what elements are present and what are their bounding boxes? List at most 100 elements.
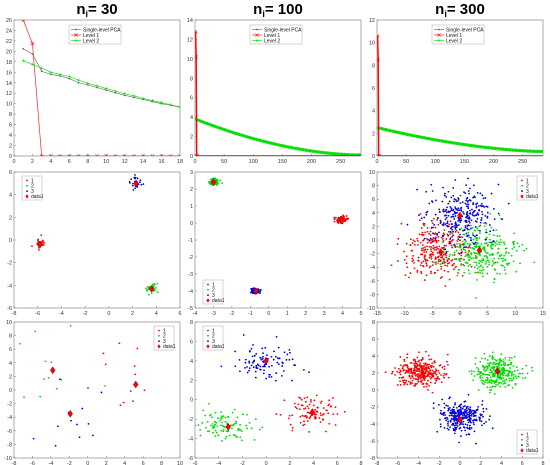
scatter-point	[319, 421, 322, 423]
scatter-point	[441, 238, 444, 240]
scatter-point	[488, 380, 491, 383]
scatter-point	[478, 373, 480, 376]
scatter-point	[443, 244, 446, 247]
scatter-point	[460, 207, 462, 210]
scatter-point	[491, 260, 494, 262]
scatter-point	[143, 389, 146, 392]
scatter-point	[504, 362, 507, 365]
scatter-point	[467, 265, 470, 267]
scatter-point	[416, 373, 419, 376]
scatter-point	[404, 379, 406, 382]
scatter-point	[425, 213, 428, 216]
scatter-point	[425, 262, 428, 265]
scatter-point	[435, 239, 438, 242]
scatter-point	[399, 369, 402, 372]
scatter-point	[272, 358, 275, 361]
scatter-point	[463, 258, 465, 261]
y-tick-label: 0	[9, 154, 12, 160]
scatter-point	[480, 420, 483, 423]
scatter-point	[454, 179, 457, 181]
series-point	[123, 92, 127, 96]
centroid-marker	[457, 415, 463, 424]
series-point	[122, 154, 127, 156]
scatter-point	[475, 205, 478, 208]
y-tick-label: 0	[190, 221, 193, 227]
scatter-point	[424, 258, 426, 261]
scatter-point	[426, 259, 429, 262]
y-tick-label: 4	[9, 193, 12, 199]
scatter-point	[508, 379, 511, 382]
scatter-point	[145, 289, 148, 291]
legend-label: Level 2	[264, 38, 280, 44]
scatter-point	[400, 222, 403, 225]
legend-label: 1	[526, 432, 529, 438]
y-tick-label: 0	[9, 388, 12, 394]
scatter-point	[303, 420, 305, 423]
scatter-point	[154, 286, 157, 289]
scatter-point	[492, 240, 495, 242]
scatter-point	[402, 369, 405, 372]
scatter-point	[431, 190, 434, 192]
scatter-point	[466, 234, 469, 237]
scatter-point	[513, 370, 516, 372]
scatter-point	[254, 376, 257, 379]
scatter-point	[318, 417, 321, 419]
scatter-point	[462, 405, 465, 408]
scatter-point	[495, 381, 498, 383]
scatter-point	[81, 407, 84, 410]
scatter-point	[465, 216, 468, 219]
scatter-point	[425, 383, 428, 385]
scatter-point	[478, 266, 480, 268]
series-point	[49, 73, 52, 76]
scatter-point	[468, 411, 470, 414]
scatter-point	[343, 218, 345, 220]
x-tick-label: 2	[479, 461, 482, 465]
scatter-point	[420, 359, 423, 362]
scatter-point	[471, 226, 474, 229]
scatter-point	[417, 376, 420, 378]
scatter-point	[274, 379, 277, 382]
scatter-point	[470, 427, 473, 429]
scatter-point	[431, 264, 434, 267]
scatter-point	[461, 416, 464, 419]
scatter-point	[478, 418, 481, 420]
scatter-point	[503, 266, 506, 269]
scatter-point	[42, 244, 45, 246]
scatter-point	[333, 216, 336, 219]
y-tick-label: 24	[6, 28, 12, 34]
y-tick-label: 8	[190, 76, 193, 82]
plot-area	[207, 177, 350, 295]
scatter-point	[472, 234, 474, 236]
scatter-point	[414, 364, 417, 367]
scatter-point	[475, 442, 477, 445]
x-tick-label: -5	[430, 311, 435, 317]
scatter-point	[426, 248, 429, 251]
scatter-point	[443, 260, 445, 262]
scatter-point	[445, 208, 448, 211]
scatter-point	[447, 190, 450, 193]
scatter-point	[489, 213, 491, 215]
column-title-2: ni= 100	[253, 1, 303, 19]
scatter-point	[472, 412, 475, 415]
scatter-point	[456, 414, 459, 417]
legend-box	[68, 24, 122, 45]
scatter-point	[493, 234, 495, 237]
scatter-point	[451, 228, 454, 231]
scatter-point	[479, 192, 482, 195]
scatter-point	[491, 427, 494, 430]
scatter-point	[475, 296, 477, 299]
scatter-point	[263, 369, 265, 372]
x-tick-label: 250	[518, 159, 527, 165]
scatter-point	[436, 218, 439, 221]
series-line	[23, 48, 180, 108]
scatter-point	[416, 269, 419, 272]
scatter-point	[524, 376, 527, 379]
scatter-point	[492, 356, 495, 359]
scatter-point	[322, 407, 325, 409]
scatter-point	[502, 370, 505, 373]
scatter-point	[467, 415, 469, 418]
scatter-point	[430, 257, 433, 260]
scatter-point	[206, 420, 209, 423]
scatter-point	[220, 416, 223, 418]
